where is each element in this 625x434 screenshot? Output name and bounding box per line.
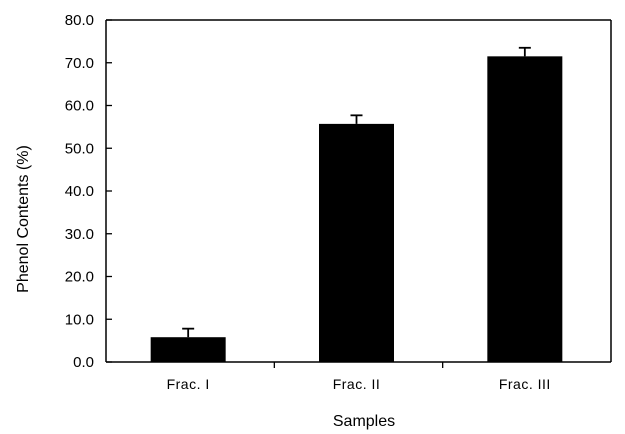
bar: [319, 123, 394, 362]
y-tick-label: 80.0: [65, 12, 94, 29]
x-axis-ticks: Frac. I Frac. II Frac. III: [167, 362, 551, 392]
y-axis-title: Phenol Contents (%): [15, 145, 32, 293]
error-bars: [182, 46, 531, 338]
y-tick-label: 10.0: [65, 311, 94, 328]
bars: [150, 56, 563, 363]
bar: [150, 337, 226, 362]
y-axis-ticks: 0.0 10.0 20.0 30.0 40.0 50.0 60.0 70.0 80.0: [65, 12, 112, 371]
bar: [487, 56, 563, 363]
x-axis-title: Samples: [333, 413, 395, 430]
y-tick-label: 30.0: [65, 226, 94, 243]
x-tick-label: Frac. I: [167, 376, 210, 392]
x-tick-label: Frac. II: [333, 376, 381, 392]
y-tick-label: 50.0: [65, 140, 94, 157]
x-tick-label: Frac. III: [499, 376, 551, 392]
y-tick-label: 60.0: [65, 98, 94, 115]
y-tick-label: 70.0: [65, 55, 94, 72]
y-tick-label: 40.0: [65, 183, 94, 200]
y-tick-label: 0.0: [73, 354, 94, 371]
y-tick-label: 20.0: [65, 269, 94, 286]
